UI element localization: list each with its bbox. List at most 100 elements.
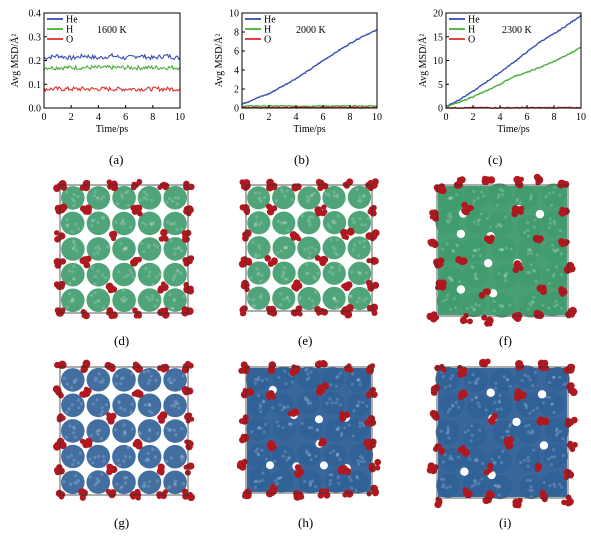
host-atom-texture bbox=[362, 299, 366, 303]
host-atom-texture bbox=[448, 384, 452, 388]
host-atom-texture bbox=[304, 368, 308, 372]
host-atom-texture bbox=[482, 194, 486, 198]
host-atom-texture bbox=[332, 297, 336, 302]
oxygen-atom bbox=[130, 259, 138, 267]
host-atom-cluster bbox=[137, 393, 162, 418]
host-atom-texture bbox=[314, 454, 318, 458]
host-atom-texture bbox=[496, 222, 500, 226]
host-atom-texture bbox=[338, 457, 342, 461]
host-atom-texture bbox=[357, 270, 361, 274]
host-atom-texture bbox=[253, 381, 257, 385]
panel-label-h: (h) bbox=[298, 515, 314, 530]
host-atom-texture bbox=[166, 378, 171, 382]
host-atom-texture bbox=[168, 376, 172, 380]
host-atom-texture bbox=[312, 191, 316, 196]
host-atom-texture bbox=[180, 454, 184, 458]
host-atom-texture bbox=[528, 301, 532, 305]
host-atom-cluster bbox=[112, 470, 136, 495]
host-atom-texture bbox=[170, 404, 174, 408]
host-atom-texture bbox=[74, 474, 78, 478]
host-atom-texture bbox=[475, 459, 479, 463]
host-atom-texture bbox=[450, 279, 454, 283]
host-atom-texture bbox=[257, 480, 261, 484]
host-atom-texture bbox=[447, 275, 451, 280]
oxygen-atom bbox=[269, 206, 275, 212]
host-atom-texture bbox=[172, 378, 176, 382]
host-atom-texture bbox=[325, 401, 329, 405]
host-atom-texture bbox=[281, 270, 285, 274]
oxygen-atom bbox=[533, 235, 540, 241]
host-atom-cluster bbox=[488, 211, 513, 236]
x-tick-label: 6 bbox=[123, 112, 128, 123]
host-atom-cluster bbox=[491, 236, 516, 261]
host-atom-texture bbox=[71, 462, 75, 467]
host-atom-texture bbox=[336, 238, 340, 242]
oxygen-atom bbox=[238, 367, 245, 374]
host-atom-texture bbox=[307, 426, 311, 430]
oxygen-atom bbox=[134, 389, 143, 398]
host-atom-texture bbox=[146, 458, 151, 462]
oxygen-atom bbox=[439, 447, 446, 454]
host-atom-texture bbox=[326, 223, 330, 227]
host-atom-texture bbox=[120, 193, 124, 197]
host-atom-texture bbox=[145, 193, 149, 197]
host-atom-texture bbox=[524, 403, 528, 407]
host-atom-texture bbox=[305, 377, 309, 381]
chart-1: 0 2 4 6 8 10 0 2 4 6 8 10 Time/ps Avg MSD/Å² 2000 K HeH… bbox=[213, 9, 382, 136]
oxygen-atom bbox=[341, 283, 347, 289]
host-atom-texture bbox=[152, 243, 156, 247]
host-atom-texture bbox=[533, 225, 537, 229]
host-atom-texture bbox=[128, 268, 132, 272]
oxygen-atom bbox=[293, 365, 300, 372]
host-atom-texture bbox=[315, 428, 319, 432]
host-atom-texture bbox=[470, 265, 474, 269]
oxygen-atom bbox=[53, 184, 61, 192]
host-atom-texture bbox=[476, 401, 480, 405]
host-atom-cluster bbox=[163, 393, 187, 418]
simulation-box bbox=[59, 184, 189, 314]
host-atom-texture bbox=[171, 306, 175, 311]
host-atom-texture bbox=[362, 239, 366, 243]
host-atom-texture bbox=[553, 304, 557, 308]
oxygen-atom bbox=[182, 257, 189, 263]
host-atom-texture bbox=[173, 479, 178, 483]
host-atom-texture bbox=[559, 306, 564, 310]
host-atom-texture bbox=[494, 381, 498, 386]
x-tick-label: 8 bbox=[552, 112, 557, 123]
host-atom-texture bbox=[330, 265, 334, 269]
host-atom-texture bbox=[328, 270, 332, 274]
oxygen-atom bbox=[515, 360, 524, 368]
oxygen-atom bbox=[160, 228, 168, 237]
host-atom-cluster bbox=[247, 236, 271, 260]
host-atom-texture bbox=[182, 294, 186, 298]
host-atom-texture bbox=[455, 193, 459, 197]
host-atom-texture bbox=[473, 248, 477, 252]
host-atom-texture bbox=[553, 455, 557, 459]
host-atom-texture bbox=[143, 403, 148, 407]
host-atom-texture bbox=[552, 375, 556, 379]
host-atom-texture bbox=[477, 304, 481, 308]
host-atom-texture bbox=[93, 190, 97, 194]
host-atom-cluster bbox=[437, 288, 462, 313]
host-atom-cluster bbox=[61, 237, 85, 261]
y-axis-label: Avg MSD/Å² bbox=[417, 34, 429, 88]
host-atom-texture bbox=[72, 427, 77, 431]
y-tick-label: 20 bbox=[433, 9, 443, 20]
host-atom-texture bbox=[357, 378, 361, 383]
oxygen-atom bbox=[479, 360, 485, 367]
host-atom-texture bbox=[561, 436, 565, 441]
host-atom-texture bbox=[131, 276, 135, 280]
host-atom-texture bbox=[338, 264, 342, 268]
oxygen-atom bbox=[181, 366, 190, 374]
oxygen-atom bbox=[244, 258, 253, 266]
host-atom-texture bbox=[560, 273, 564, 277]
host-atom-texture bbox=[531, 409, 536, 413]
host-atom-cluster bbox=[247, 186, 271, 210]
host-atom-texture bbox=[531, 431, 535, 435]
host-atom-cluster bbox=[322, 261, 346, 285]
host-atom-texture bbox=[526, 248, 530, 252]
host-atom-texture bbox=[130, 372, 134, 376]
host-atom-texture bbox=[519, 461, 523, 465]
host-atom-texture bbox=[98, 380, 102, 384]
host-atom-texture bbox=[116, 458, 120, 462]
